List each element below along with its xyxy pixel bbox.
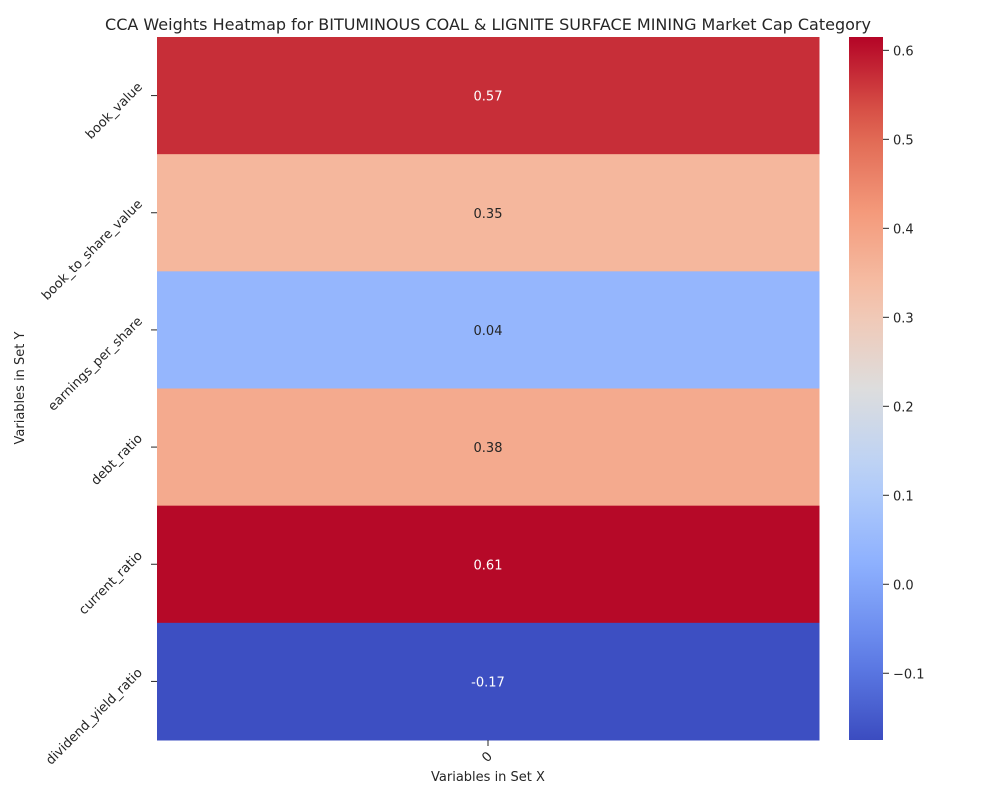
y-tick-labels: book_value book_to_share_valueearnings_pe…	[39, 80, 157, 768]
y-tick-label: current_ratio	[76, 548, 146, 618]
heatmap-cell	[157, 388, 820, 507]
heatmap-cell	[157, 154, 820, 272]
colorbar-tick-label: 0.1	[893, 489, 914, 504]
heatmap-cells: 0.57 0.35 0.04 0.38 0.61 -0.17	[157, 37, 820, 741]
heatmap-cell	[157, 271, 820, 389]
cell-value-label: 0.38	[474, 441, 503, 456]
colorbar-gradient	[849, 37, 883, 740]
colorbar-tick-label: 0.0	[893, 578, 914, 593]
y-axis-label: Variables in Set Y	[13, 331, 28, 444]
colorbar-tick-label: 0.5	[893, 133, 914, 148]
y-tick-label: book_to_share_value	[39, 197, 146, 304]
y-tick-label: dividend_yield_ratio	[43, 666, 146, 769]
colorbar: −0.1 0.0 0.1 0.2 0.3 0.4 0.5 0.6	[849, 37, 925, 740]
x-tick-labels: 0	[479, 740, 496, 766]
cell-value-label: 0.57	[474, 90, 503, 105]
cell-value-label: 0.61	[474, 558, 503, 573]
chart-title: CCA Weights Heatmap for BITUMINOUS COAL …	[105, 15, 871, 34]
heatmap-cell	[157, 37, 820, 155]
cell-value-label: 0.04	[474, 324, 503, 339]
colorbar-tick-label: 0.6	[893, 44, 914, 59]
heatmap-cell	[157, 622, 820, 741]
colorbar-tick-label: 0.2	[893, 400, 914, 415]
y-tick-label: earnings_per_share	[46, 314, 146, 414]
x-axis-label: Variables in Set X	[431, 770, 545, 785]
colorbar-tick-label: −0.1	[893, 667, 925, 682]
y-tick-label: debt_ratio	[88, 431, 145, 488]
cell-value-label: 0.35	[474, 207, 503, 222]
heatmap-cell	[157, 505, 820, 624]
colorbar-tick-label: 0.4	[893, 222, 914, 237]
colorbar-tick-label: 0.3	[893, 311, 914, 326]
cell-value-label: -0.17	[471, 675, 505, 690]
x-tick-label: 0	[479, 749, 495, 765]
y-tick-label: book_value	[83, 80, 146, 143]
